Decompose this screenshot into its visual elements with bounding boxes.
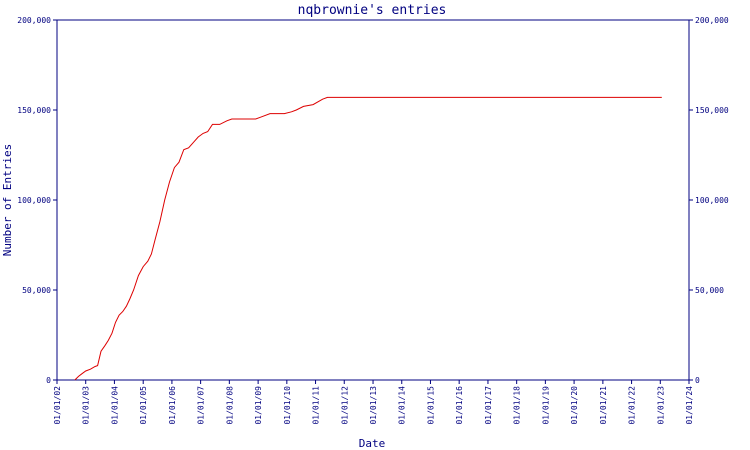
y-tick-label-right: 50,000 [695, 286, 724, 295]
x-tick-label: 01/01/19 [541, 386, 550, 425]
x-tick-label: 01/01/16 [455, 386, 464, 425]
x-tick-label: 01/01/04 [110, 386, 119, 425]
y-tick-label-left: 50,000 [22, 286, 51, 295]
x-tick-label: 01/01/18 [513, 386, 522, 425]
x-tick-label: 01/01/22 [628, 386, 637, 425]
y-tick-label-right: 0 [695, 376, 700, 385]
x-tick-label: 01/01/24 [685, 386, 694, 425]
x-tick-label: 01/01/05 [139, 386, 148, 425]
x-axis-label: Date [359, 437, 386, 450]
x-tick-label: 01/01/02 [53, 386, 62, 425]
y-tick-label-right: 100,000 [695, 196, 729, 205]
x-tick-label: 01/01/11 [312, 386, 321, 425]
x-tick-label: 01/01/13 [369, 386, 378, 425]
y-tick-label-right: 200,000 [695, 16, 729, 25]
x-tick-label: 01/01/20 [570, 386, 579, 425]
x-tick-label: 01/01/10 [283, 386, 292, 425]
plot-frame [56, 19, 690, 381]
x-tick-label: 01/01/23 [656, 386, 665, 425]
x-tick-label: 01/01/08 [225, 386, 234, 425]
y-axis-label: Number of Entries [1, 144, 14, 257]
x-tick-label: 01/01/17 [484, 386, 493, 425]
x-tick-label: 01/01/07 [197, 386, 206, 425]
chart-title: nqbrownie's entries [298, 3, 447, 18]
x-tick-label: 01/01/12 [340, 386, 349, 425]
y-tick-label-left: 0 [46, 376, 51, 385]
y-tick-label-right: 150,000 [695, 106, 729, 115]
x-tick-label: 01/01/09 [254, 386, 263, 425]
y-tick-label-left: 150,000 [17, 106, 51, 115]
x-tick-label: 01/01/21 [599, 386, 608, 425]
y-tick-label-left: 200,000 [17, 16, 51, 25]
x-tick-label: 01/01/06 [168, 386, 177, 425]
x-tick-label: 01/01/14 [398, 386, 407, 425]
chart-marks: 0 0 50,000 50,000 100,000 100,000 150,000 150,0… [17, 16, 729, 425]
series-line [74, 96, 662, 381]
x-tick-label: 01/01/03 [82, 386, 91, 425]
x-tick-label: 01/01/15 [426, 386, 435, 425]
y-tick-label-left: 100,000 [17, 196, 51, 205]
